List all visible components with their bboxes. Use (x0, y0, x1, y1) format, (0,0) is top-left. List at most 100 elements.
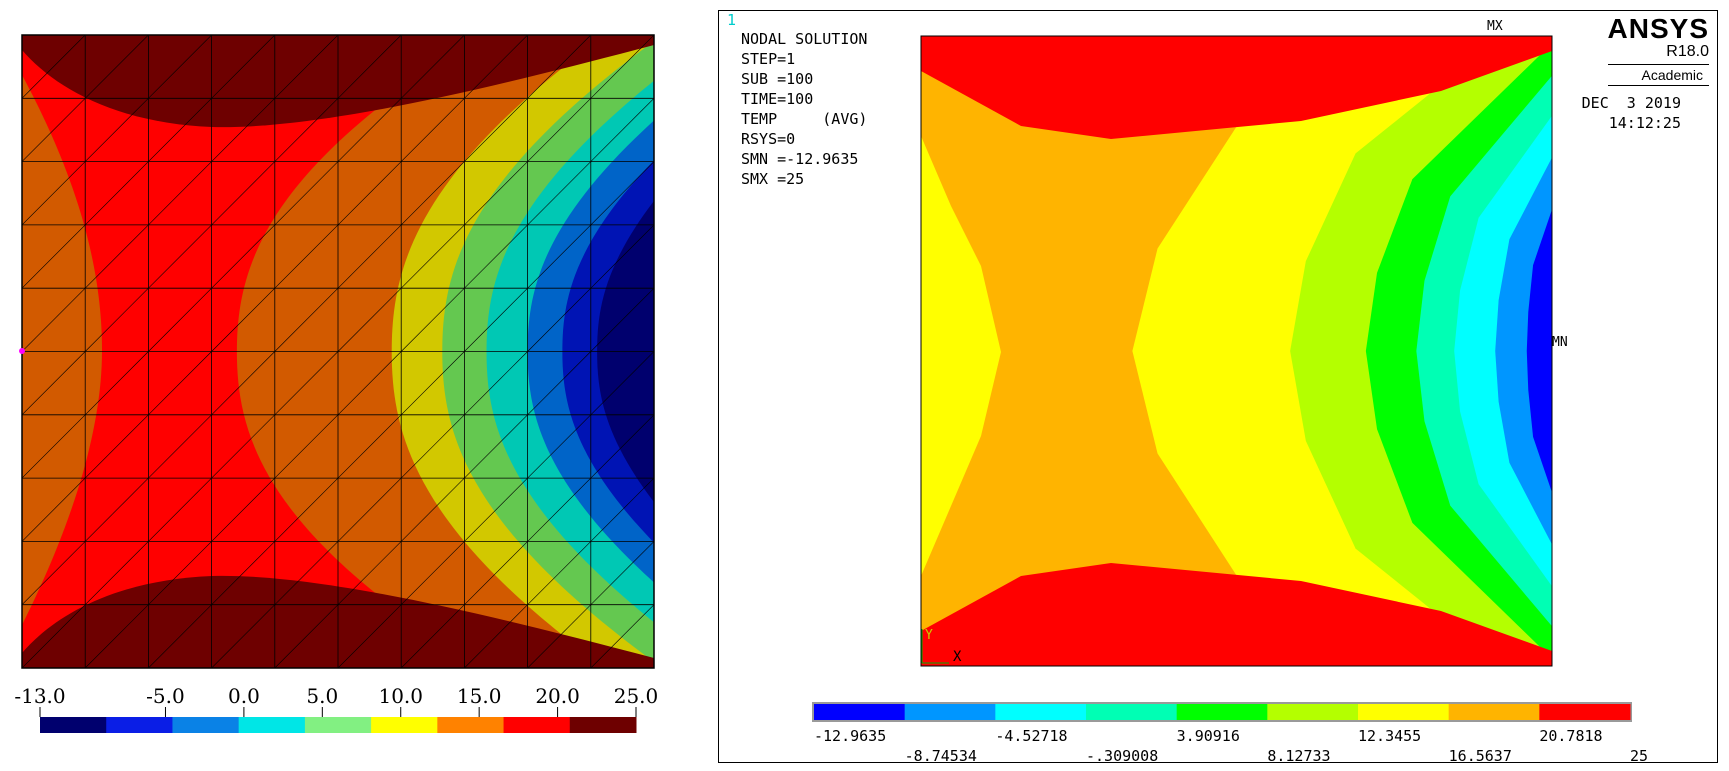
mesh-diagonal (337, 98, 402, 162)
mesh-diagonal (148, 98, 212, 162)
legend-label: 16.5637 (1449, 747, 1512, 764)
mesh-diagonal (84, 161, 149, 226)
mesh-diagonal (527, 351, 592, 416)
mesh-diagonal (274, 98, 339, 162)
mesh-diagonal (22, 604, 86, 668)
mesh-diagonal (84, 477, 149, 542)
mesh-diagonal (84, 604, 149, 668)
legend-label: 12.3455 (1358, 727, 1421, 745)
mesh-diagonal (590, 35, 654, 99)
mesh-diagonal (22, 477, 86, 542)
mesh-diagonal (337, 35, 402, 99)
brand-version: R18.0 (1666, 43, 1709, 60)
legend-label: -.309008 (1086, 747, 1158, 764)
info-line: NODAL SOLUTION (741, 30, 868, 48)
mesh-diagonal (22, 98, 86, 162)
mesh-diagonal (400, 477, 465, 542)
mesh-diagonal (84, 414, 149, 479)
window-number: 1 (727, 11, 737, 29)
mesh-diagonal (148, 414, 212, 479)
legend-swatch (995, 704, 1087, 720)
node-marker (19, 348, 25, 354)
min-marker-label: MN (1552, 335, 1568, 350)
mesh-diagonal (400, 287, 465, 352)
mesh-diagonal (464, 541, 528, 605)
mesh-diagonal (590, 414, 654, 479)
axis-triad: Y X (921, 628, 962, 665)
legend-swatch (1086, 704, 1178, 720)
mesh-diagonal (337, 224, 402, 289)
info-line: RSYS=0 (741, 130, 796, 148)
legend-label: 25 (1630, 747, 1648, 764)
mesh-diagonal (211, 161, 276, 226)
mesh-diagonal (527, 287, 592, 352)
ansys-contour-plot: MX MN Y X -12.9635 -4.52718 3.90916 12.3455… (812, 19, 1648, 764)
mesh-diagonal (22, 541, 86, 605)
mesh-diagonal (527, 414, 592, 479)
mesh-diagonal (464, 477, 528, 542)
mesh-diagonal (464, 414, 528, 479)
mesh-diagonal (22, 287, 86, 352)
mesh-diagonal (527, 224, 592, 289)
mesh-diagonal (211, 224, 276, 289)
info-line: TIME=100 (741, 90, 814, 108)
colorbar-swatch (40, 717, 107, 733)
contour-region (1526, 209, 1552, 493)
mesh-diagonal (590, 351, 654, 416)
mesh-diagonal (211, 414, 276, 479)
mesh-diagonal (590, 98, 654, 162)
date-text: DEC 3 2019 (1581, 94, 1681, 112)
mesh-diagonal (337, 541, 402, 605)
mesh-diagonal (337, 414, 402, 479)
mesh-diagonal (84, 351, 149, 416)
colorbar-tick-label: -5.0 (146, 684, 185, 708)
info-line: STEP=1 (741, 50, 796, 68)
band-region (22, 75, 102, 625)
left-contour-plot: -13.0 -5.0 0.0 5.0 10.0 15.0 20.0 25.0 (14, 34, 659, 733)
mesh-diagonal (211, 287, 276, 352)
colorbar-tick-label: 25.0 (614, 684, 659, 708)
mesh-diagonal (84, 98, 149, 162)
colorbar-tick-label: 20.0 (535, 684, 580, 708)
mesh-diagonal (527, 541, 592, 605)
mesh-diagonal (590, 224, 654, 289)
timestamp: DEC 3 2019 14:12:25 (1582, 93, 1681, 133)
mesh-diagonal (274, 35, 339, 99)
mesh-diagonal (148, 287, 212, 352)
mesh-diagonal (22, 224, 86, 289)
colorbar-swatch (569, 717, 637, 733)
mesh-diagonal (337, 161, 402, 226)
mesh-diagonal (464, 98, 528, 162)
max-marker-label: MX (1487, 19, 1503, 34)
mesh-diagonal (211, 541, 276, 605)
mesh-diagonal (148, 224, 212, 289)
mesh-diagonal (22, 414, 86, 479)
contour-region (921, 563, 1552, 666)
colorbar-swatch (172, 717, 240, 733)
mesh-diagonal (274, 287, 339, 352)
colorbar-swatch (106, 717, 173, 733)
legend-swatch (1267, 704, 1359, 720)
ansys-window: 1 NODAL SOLUTION STEP=1 SUB =100 TIME=10… (718, 10, 1718, 764)
legend-swatch (814, 704, 906, 720)
mesh-diagonal (148, 35, 212, 99)
mesh-diagonal (22, 161, 86, 226)
colorbar-swatch (503, 717, 571, 733)
mesh-diagonal (148, 477, 212, 542)
colorbar-tick-label: -13.0 (14, 684, 65, 708)
mesh-diagonal (527, 477, 592, 542)
legend-label: -8.74534 (905, 747, 977, 764)
mesh-diagonal (211, 98, 276, 162)
mesh-diagonal (274, 224, 339, 289)
mesh-diagonal (590, 541, 654, 605)
mesh-diagonal (464, 224, 528, 289)
colorbar-swatch (371, 717, 438, 733)
contour-region (921, 136, 1001, 576)
mesh-diagonal (84, 35, 149, 99)
mesh-diagonal (400, 98, 465, 162)
mesh-diagonal (148, 161, 212, 226)
mesh-diagonal (400, 351, 465, 416)
mesh-diagonal (590, 477, 654, 542)
colorbar-swatch (437, 717, 505, 733)
legend-swatch (1358, 704, 1450, 720)
